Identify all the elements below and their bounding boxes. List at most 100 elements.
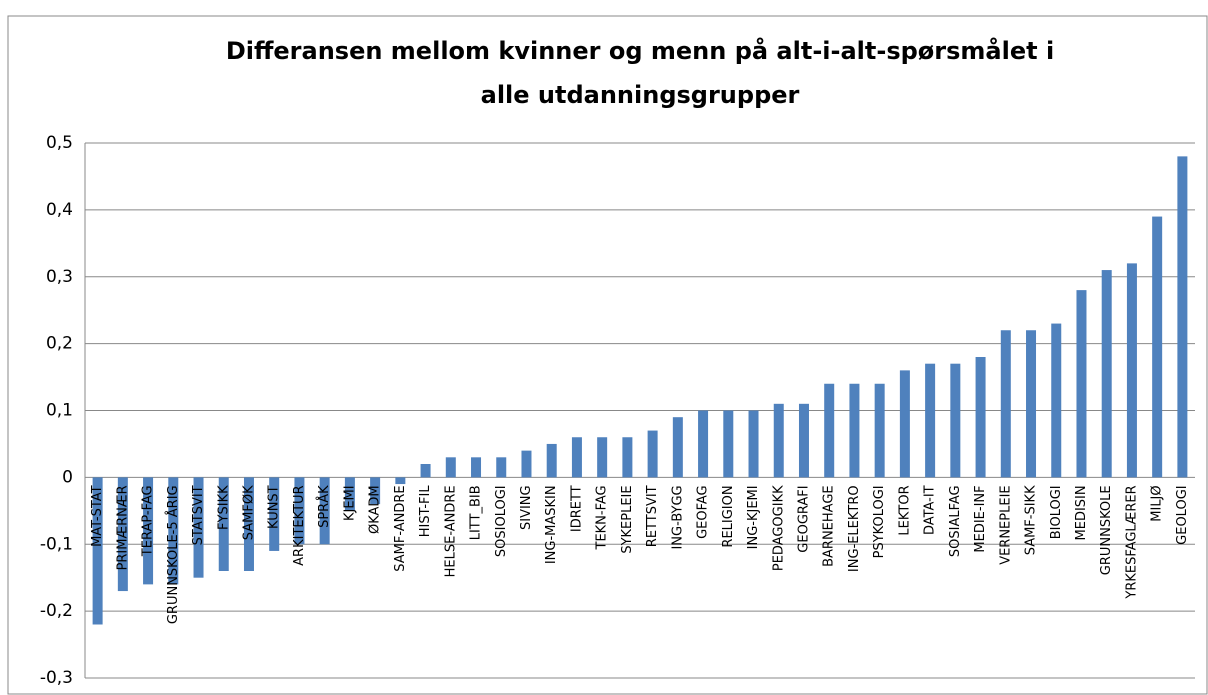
x-tick-label: GRUNNSKOLE: [1099, 485, 1114, 575]
bar: [243, 477, 254, 571]
x-tick-label: GRUNNSKOLE-5 ÅRIG: [165, 485, 181, 624]
bar: [975, 357, 986, 478]
chart-title: Differansen mellom kvinner og menn på al…: [226, 36, 1054, 65]
x-tick-label: DATA-IT: [923, 485, 938, 535]
x-tick-label: TEKN-FAG: [595, 485, 610, 550]
y-tick-label: -0,3: [40, 668, 73, 688]
x-tick-label: HIST-FIL: [418, 485, 433, 538]
y-tick-label: -0,2: [40, 601, 73, 621]
x-tick-label: ING-ELEKTRO: [847, 485, 862, 572]
x-tick-label: IDRETT: [569, 485, 584, 532]
bar: [344, 477, 355, 511]
y-tick-label: 0,5: [46, 133, 73, 153]
bar: [269, 477, 280, 551]
bar: [647, 430, 658, 478]
bar: [798, 403, 809, 478]
x-tick-label: RETTSVIT: [645, 485, 660, 547]
x-tick-label: LITT_BIB: [469, 485, 484, 540]
x-tick-label: KUNST: [267, 485, 282, 529]
bar: [294, 477, 305, 545]
x-tick-label: HELSE-ANDRE: [443, 485, 458, 577]
x-tick-label: BIOLOGI: [1049, 485, 1064, 539]
bar: [1026, 330, 1037, 478]
y-tick-label: 0,1: [46, 401, 73, 421]
x-tick-label: TERAP-FAG: [141, 485, 156, 557]
x-tick-label: SAMF-ANDRE: [393, 485, 408, 571]
x-tick-label: PSYKOLOGI: [872, 485, 887, 558]
x-tick-label: SIVING: [519, 485, 534, 530]
x-tick-label: SPRÅK: [316, 485, 332, 528]
bar: [496, 457, 507, 478]
bar: [672, 417, 683, 478]
x-tick-label: PEDAGOGIKK: [771, 485, 786, 571]
bar: [1076, 290, 1087, 478]
x-tick-label: PRIMÆRNÆR: [115, 485, 130, 570]
bar: [698, 410, 709, 478]
x-tick-label: SOSIOLOGI: [494, 485, 509, 557]
x-tick-label: ING-BYGG: [670, 485, 685, 549]
y-tick-label: -0,1: [40, 534, 73, 554]
x-tick-label: MILJØ: [1150, 485, 1165, 521]
x-tick-label: SAMF-SIKK: [1024, 485, 1039, 555]
x-tick-label: ING-MASKIN: [544, 485, 559, 564]
bar: [597, 437, 608, 478]
x-tick-label: MEDIE-INF: [973, 485, 988, 552]
x-tick-label: MAT-STAT: [90, 485, 105, 547]
x-tick-label: BARNEHAGE: [822, 485, 837, 567]
bar: [471, 457, 482, 478]
x-tick-label: KJEMI: [342, 485, 357, 521]
bar: [1101, 270, 1112, 478]
bar: [1000, 330, 1011, 478]
bar: [193, 477, 204, 578]
bar: [218, 477, 229, 571]
x-tick-label: SYKEPLEIE: [620, 485, 635, 553]
bar: [925, 363, 936, 478]
bar: [748, 410, 759, 478]
x-tick-label: ARKITEKTUR: [292, 485, 307, 565]
bar: [1126, 263, 1137, 478]
x-tick-label: RELIGION: [721, 485, 736, 547]
chart-title: alle utdanningsgrupper: [481, 81, 800, 109]
x-tick-label: GEOLOGI: [1175, 485, 1190, 544]
bar: [168, 477, 179, 585]
y-tick-label: 0,3: [46, 267, 73, 287]
bar: [420, 464, 431, 478]
bar: [622, 437, 633, 478]
bar: [950, 363, 961, 478]
bar: [370, 477, 381, 505]
bar: [445, 457, 456, 478]
bar: [571, 437, 582, 478]
bar: [773, 403, 784, 478]
x-tick-label: LEKTOR: [897, 485, 912, 535]
bar: [1177, 156, 1188, 478]
bar: [723, 410, 734, 478]
bar: [849, 383, 860, 478]
bar: [143, 477, 154, 585]
x-tick-label: ØKADM: [368, 485, 383, 534]
x-tick-label: SAMFØK: [241, 485, 256, 540]
x-tick-label: YRKESFAGLÆRER: [1124, 485, 1139, 599]
bar: [899, 370, 910, 478]
x-tick-label: ING-KJEMI: [746, 485, 761, 549]
bar: [92, 477, 103, 625]
x-tick-label: STATSVIT: [191, 485, 206, 545]
y-tick-label: 0,4: [46, 200, 73, 220]
bar: [395, 477, 406, 485]
bar: [546, 443, 557, 478]
bar: [521, 450, 532, 478]
y-tick-label: 0: [62, 467, 73, 487]
x-tick-label: GEOGRAFI: [796, 485, 811, 552]
bar: [874, 383, 885, 478]
bar: [117, 477, 128, 592]
x-tick-label: GEOFAG: [696, 485, 711, 539]
x-tick-label: FYSIKK: [216, 485, 231, 530]
y-tick-label: 0,2: [46, 334, 73, 354]
x-tick-label: MEDISIN: [1074, 485, 1089, 540]
x-tick-label: SOSIALFAG: [948, 485, 963, 557]
bar: [824, 383, 835, 478]
bar: [319, 477, 330, 545]
x-tick-label: VERNEPLEIE: [998, 485, 1013, 564]
bar: [1152, 216, 1163, 478]
bar: [1051, 323, 1062, 478]
